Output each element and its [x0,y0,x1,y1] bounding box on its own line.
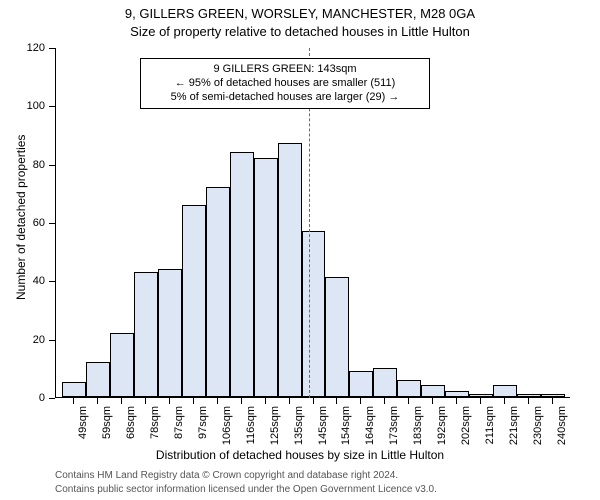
x-tick-label: 240sqm [556,406,568,456]
annotation-box: 9 GILLERS GREEN: 143sqm← 95% of detached… [140,58,430,109]
x-tick [313,398,314,404]
x-tick [480,398,481,404]
histogram-bar [254,158,278,397]
histogram-bar [182,205,206,398]
histogram-bar [397,380,421,398]
x-tick [121,398,122,404]
x-tick [241,398,242,404]
y-tick-label: 0 [21,392,45,404]
histogram-bar [302,231,326,397]
x-tick [169,398,170,404]
x-tick [384,398,385,404]
annotation-line-1: 9 GILLERS GREEN: 143sqm [147,63,423,77]
x-tick-label: 221sqm [508,406,520,456]
x-tick-label: 78sqm [149,406,161,456]
x-tick-label: 173sqm [388,406,400,456]
y-tick-label: 40 [21,275,45,287]
histogram-bar [517,394,541,397]
x-tick-label: 202sqm [460,406,472,456]
x-tick-label: 116sqm [245,406,257,456]
histogram-bar [134,272,158,397]
x-tick-label: 135sqm [293,406,305,456]
x-tick-label: 230sqm [532,406,544,456]
y-tick [49,223,55,224]
x-tick-label: 68sqm [125,406,137,456]
y-tick [49,340,55,341]
x-tick [552,398,553,404]
x-tick [193,398,194,404]
histogram-bar [349,371,373,397]
x-tick-label: 87sqm [173,406,185,456]
x-tick-label: 49sqm [77,406,89,456]
x-tick [360,398,361,404]
x-tick [504,398,505,404]
x-tick [336,398,337,404]
annotation-line-2: ← 95% of detached houses are smaller (51… [147,77,423,91]
x-tick [217,398,218,404]
x-tick-label: 125sqm [269,406,281,456]
histogram-bar [206,187,230,397]
histogram-bar [86,362,110,397]
histogram-bar [445,391,469,397]
x-tick [432,398,433,404]
histogram-bar [158,269,182,397]
histogram-bar [325,277,349,397]
x-tick [73,398,74,404]
histogram-bar [62,382,86,397]
histogram-bar [278,143,302,397]
x-tick [528,398,529,404]
x-tick [145,398,146,404]
y-tick [49,106,55,107]
histogram-bar [230,152,254,397]
x-tick [97,398,98,404]
histogram-bar [373,368,397,397]
y-tick [49,398,55,399]
x-tick [408,398,409,404]
x-tick-label: 211sqm [484,406,496,456]
x-tick-label: 59sqm [101,406,113,456]
histogram-bar [110,333,134,397]
histogram-bar [541,394,565,397]
credit-line-2: Contains public sector information licen… [55,484,437,495]
x-tick-label: 192sqm [436,406,448,456]
histogram-bar [469,394,493,397]
y-tick [49,48,55,49]
y-tick-label: 120 [21,42,45,54]
chart-container: 9, GILLERS GREEN, WORSLEY, MANCHESTER, M… [0,0,600,500]
y-tick-label: 80 [21,159,45,171]
y-tick-label: 60 [21,217,45,229]
x-tick-label: 97sqm [197,406,209,456]
x-tick-label: 145sqm [317,406,329,456]
x-tick [289,398,290,404]
histogram-bar [493,385,517,397]
x-tick [456,398,457,404]
subtitle: Size of property relative to detached ho… [0,24,600,39]
x-tick-label: 106sqm [221,406,233,456]
address-title: 9, GILLERS GREEN, WORSLEY, MANCHESTER, M… [0,6,600,21]
x-tick [265,398,266,404]
x-tick-label: 164sqm [364,406,376,456]
x-tick-label: 183sqm [412,406,424,456]
y-tick [49,165,55,166]
histogram-bar [421,385,445,397]
x-tick-label: 154sqm [340,406,352,456]
y-tick [49,281,55,282]
annotation-line-3: 5% of semi-detached houses are larger (2… [147,91,423,105]
credit-line-1: Contains HM Land Registry data © Crown c… [55,470,398,481]
y-tick-label: 20 [21,334,45,346]
y-tick-label: 100 [21,100,45,112]
